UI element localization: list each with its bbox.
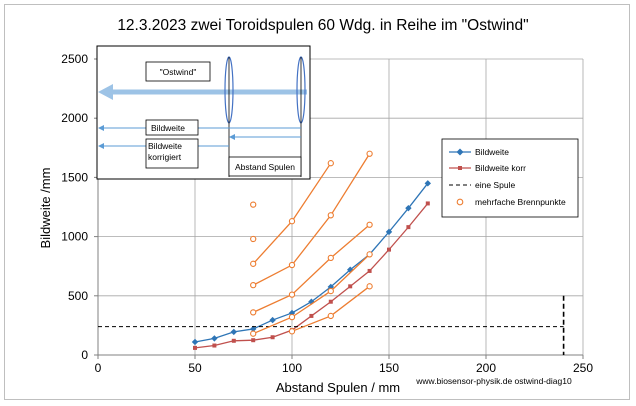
bildweite-point (405, 204, 412, 212)
chart-title: 12.3.2023 zwei Toroidspulen 60 Wdg. in R… (117, 17, 528, 34)
y-tick-label: 2500 (61, 52, 88, 66)
legend-label-mehrfache: mehrfache Brennpunkte (475, 197, 566, 207)
bildweite-point (385, 228, 393, 236)
bildweite-korr-point (231, 338, 236, 343)
chart-frame: 12.3.2023 zwei Toroidspulen 60 Wdg. in R… (4, 4, 630, 400)
brennpunkt-point (288, 218, 296, 225)
brennpunkt-point (366, 283, 373, 290)
brennpunkt-point (327, 254, 334, 262)
bildweite-korr-point (367, 268, 372, 273)
bildweite-korr-point (328, 299, 333, 304)
legend-label-bildweite: Bildweite (475, 147, 509, 157)
chart-svg: 12.3.2023 zwei Toroidspulen 60 Wdg. in R… (38, 17, 593, 395)
brennpunkt-point (250, 201, 257, 208)
abstand-arrow (229, 134, 301, 140)
bildweite-korr-label: Bildweite korrigiert (148, 141, 183, 162)
series-layer (98, 150, 565, 355)
bildweite-korr-label-wrap: Bildweite korrigiert (148, 141, 183, 162)
bildweite-box (145, 119, 199, 136)
x-tick-label: 100 (282, 361, 302, 375)
x-tick-label: 50 (188, 361, 202, 375)
bildweite-arrow (98, 125, 301, 131)
brennpunkt-point (366, 150, 373, 157)
brennpunkt-line (252, 153, 371, 286)
y-axis-label: Bildweite /mm (38, 168, 53, 249)
bildweite-point (230, 328, 237, 336)
brennpunkt-point (250, 309, 257, 316)
brennpunkt-point (288, 261, 296, 269)
wind-arrow (98, 84, 307, 100)
y-tick-label: 2000 (61, 111, 88, 125)
bildweite-korr-box (145, 138, 199, 169)
bildweite-korr-point (309, 313, 314, 318)
brennpunkt-point (327, 312, 334, 320)
brennpunkt-point (250, 281, 257, 289)
legend-diamond-icon (456, 148, 464, 156)
bildweite-korr-point (348, 284, 353, 289)
bildweite-label: Bildweite (151, 123, 185, 133)
brennpunkt-point (366, 251, 373, 258)
y-tick-label: 500 (68, 289, 88, 303)
y-tick-label: 1000 (61, 230, 88, 244)
bildweite-point (424, 180, 431, 187)
bildweite-point (211, 335, 218, 342)
legend-square-icon (458, 166, 462, 170)
legend-label-eine-spule: eine Spule (475, 180, 515, 190)
footer-credit: www.biosensor-physik.de ostwind-diag10 (415, 376, 572, 386)
x-tick-label: 200 (476, 361, 496, 375)
bildweite-korr-point (387, 247, 391, 252)
abstand-label: Abstand Spulen (235, 162, 295, 172)
y-tick-label: 1500 (61, 170, 88, 184)
tick-labels: 0 500 1000 1500 2000 2500 0 50 100 150 200 250 (61, 52, 593, 375)
bildweite-line (194, 182, 429, 343)
ostwind-box (145, 61, 211, 82)
bildweite-korr-point (193, 345, 197, 350)
bildweite-korr-point (270, 335, 275, 340)
x-tick-label: 150 (379, 361, 399, 375)
bildweite-point (191, 338, 199, 346)
brennpunkt-point (327, 160, 334, 167)
legend-bildweite: Bildweite (449, 147, 509, 157)
bildweite-korr-point (251, 338, 256, 343)
brennpunkt-point (288, 328, 296, 335)
brennpunkt-point (250, 330, 257, 337)
brennpunkt-line (252, 253, 371, 335)
x-tick-label: 250 (573, 361, 593, 375)
abstand-box (228, 156, 302, 177)
brennpunkt-point (250, 260, 257, 267)
y-tick-label: 0 (81, 348, 88, 362)
bildweite-korr-point (406, 225, 411, 230)
ostwind-label: "Ostwind" (160, 67, 197, 77)
legend-bildweite-korr: Bildweite korr (449, 163, 526, 173)
brennpunkt-point (327, 212, 334, 219)
brennpunkt-point (288, 313, 296, 321)
brennpunkt-point (366, 221, 373, 228)
x-axis-label: Abstand Spulen / mm (276, 380, 400, 395)
bildweite-korr-point (212, 343, 217, 348)
legend-label-bildweite-korr: Bildweite korr (475, 163, 526, 173)
legend-mehrfache: mehrfache Brennpunkte (456, 197, 566, 207)
bildweite-korr-point (425, 201, 430, 206)
brennpunkt-point (288, 291, 296, 298)
legend-eine-spule: eine Spule (449, 180, 515, 190)
x-tick-label: 0 (95, 361, 102, 375)
brennpunkt-line (252, 224, 371, 313)
legend-circle-icon (456, 198, 464, 206)
legend: Bildweite Bildweite korr eine Spule mehr… (441, 138, 579, 218)
bildweite-point (250, 325, 257, 333)
inset-diagram: "Ostwind" Bildweite Bildweite korrigiert… (96, 45, 311, 180)
brennpunkt-point (327, 287, 334, 295)
brennpunkt-point (250, 235, 257, 243)
bildweite-point (269, 316, 276, 324)
